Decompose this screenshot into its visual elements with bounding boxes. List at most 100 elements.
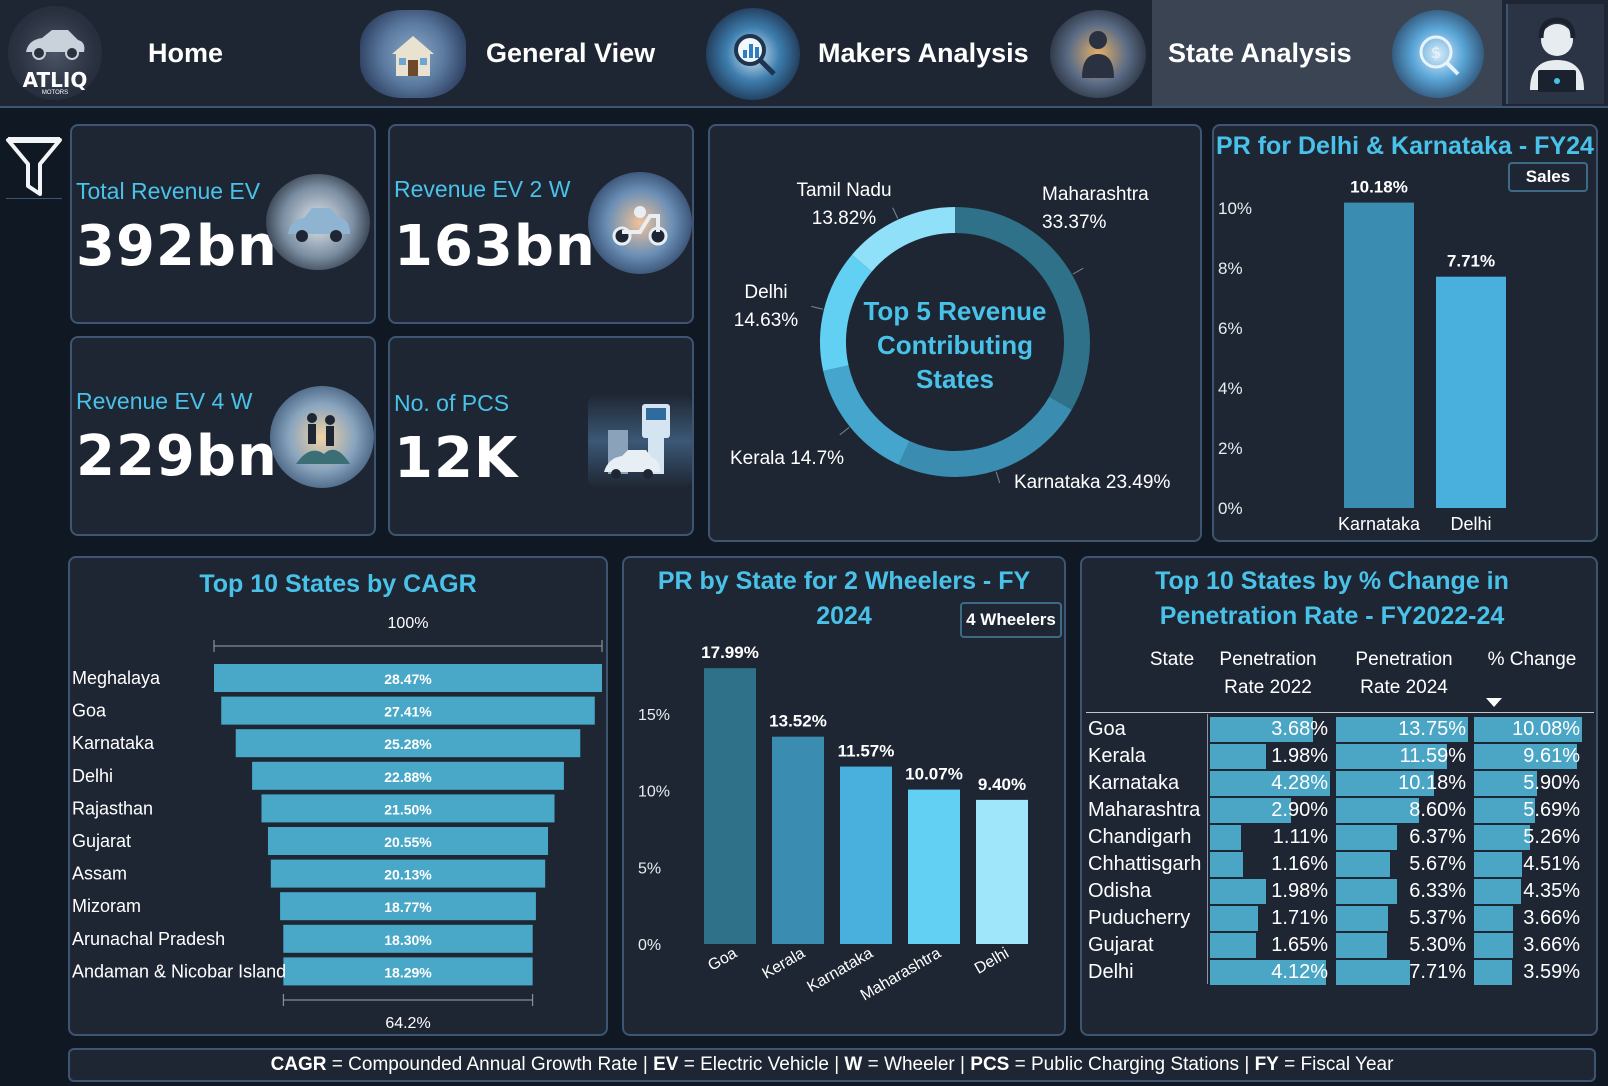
ev-charging-icon <box>266 174 370 270</box>
cagr-panel: Top 10 States by CAGR 100% 28.47% Meghalay… <box>68 556 608 1036</box>
table-cell-state: Karnataka <box>1088 772 1180 794</box>
4-wheelers-toggle-button[interactable]: 4 Wheelers <box>960 602 1062 638</box>
table-data-bar <box>1210 852 1243 877</box>
funnel-top-label: 100% <box>388 615 429 632</box>
table-cell-state: Puducherry <box>1088 907 1191 929</box>
footer-definition: = Compounded Annual Growth Rate | <box>326 1054 654 1075</box>
kpi-card-revenue-2w: Revenue EV 2 W 163bn <box>388 124 694 324</box>
column-header-pct-change[interactable]: % Change <box>1487 649 1577 670</box>
bar-kerala <box>772 736 824 944</box>
table-cell-state: Kerala <box>1088 745 1146 767</box>
donut-leader-line <box>892 207 899 219</box>
table-cell-value: 6.33% <box>1409 880 1466 902</box>
tab-general-view[interactable]: General View <box>486 0 696 106</box>
footer-legend: CAGR = Compounded Annual Growth Rate | E… <box>68 1048 1596 1082</box>
table-cell-value: 13.75% <box>1398 718 1466 740</box>
funnel-category-label: Meghalaya <box>72 668 161 688</box>
donut-data-label-name: Delhi <box>744 282 787 303</box>
makers-team-icon <box>1050 10 1146 98</box>
donut-slice-kerala <box>823 365 910 465</box>
house-image-icon <box>360 10 466 98</box>
funnel-category-label: Arunachal Pradesh <box>72 929 225 949</box>
x-tick-label: Delhi <box>1450 514 1491 534</box>
table-cell-state: Chhattisgarh <box>1088 853 1202 875</box>
table-data-bar <box>1210 744 1266 769</box>
bar-data-label: 17.99% <box>701 643 759 662</box>
y-tick-label: 15% <box>638 707 670 724</box>
filter-icon[interactable] <box>4 136 64 200</box>
table-cell-value: 4.35% <box>1523 880 1580 902</box>
funnel-data-label: 20.55% <box>384 834 432 850</box>
sort-descending-icon[interactable] <box>1486 698 1502 708</box>
logo-text: ATLIQ <box>22 68 88 92</box>
panel-title: PR by State for 2 Wheelers - FY 2024 <box>657 567 1031 630</box>
table-cell-state: Goa <box>1088 718 1126 740</box>
funnel-bar <box>214 664 602 692</box>
table-cell-state: Delhi <box>1088 961 1134 983</box>
table-data-bar <box>1474 960 1513 985</box>
column-header-state[interactable]: State <box>1149 649 1195 670</box>
atliq-logo[interactable]: ATLIQ MOTORS <box>8 6 102 100</box>
funnel-bar <box>280 892 536 921</box>
funnel-bottom-label: 64.2% <box>385 1015 430 1032</box>
landscape-icon <box>270 386 374 488</box>
panel-title: Top 10 States by % Change in Penetration… <box>1155 567 1509 630</box>
y-tick-label: 2% <box>1218 439 1243 458</box>
pr-2w-chart: 0%5%10%15%17.99%Goa13.52%Kerala11.57%Kar… <box>638 643 1028 1004</box>
table-data-bar <box>1474 852 1523 877</box>
table-cell-value: 9.61% <box>1523 745 1580 767</box>
globe-analysis-icon: $ <box>1392 10 1484 98</box>
table-cell-value: 11.59% <box>1399 745 1466 767</box>
tab-home[interactable]: Home <box>104 0 348 106</box>
table-data-bar <box>1474 798 1535 823</box>
table-data-bar <box>1474 771 1538 796</box>
tab-makers-analysis[interactable]: Makers Analysis <box>818 0 1048 106</box>
y-tick-label: 8% <box>1218 259 1243 278</box>
kpi-value: 163bn <box>394 214 596 279</box>
footer-term: PCS <box>970 1054 1010 1075</box>
footer-term: W <box>844 1054 863 1075</box>
funnel-bar <box>252 761 564 790</box>
donut-leader-line <box>811 305 824 310</box>
scooter-icon <box>588 172 692 274</box>
table-cell-value: 5.37% <box>1409 907 1466 929</box>
table-cell-state: Chandigarh <box>1088 826 1192 848</box>
table-cell-value: 4.51% <box>1523 853 1580 875</box>
user-support-icon[interactable] <box>1506 4 1604 104</box>
table-cell-value: 3.68% <box>1271 718 1328 740</box>
tab-home-label: Home <box>148 37 224 68</box>
funnel-bar <box>283 957 533 986</box>
bar-karnataka <box>840 766 892 944</box>
table-cell-value: 5.69% <box>1523 799 1580 821</box>
kpi-label: Total Revenue EV <box>76 178 261 204</box>
footer-definition: = Public Charging Stations | <box>1009 1054 1255 1075</box>
donut-slice-maharashtra <box>954 207 1090 410</box>
column-header-pr-2022[interactable]: Penetration Rate 2022 <box>1219 649 1317 698</box>
header-divider <box>1086 712 1594 713</box>
funnel-bar <box>235 729 581 758</box>
table-body: Goa 3.68% 13.75% 10.08% Kerala 1.98% 11.59% 9.6… <box>1082 558 1596 1034</box>
table-data-bar <box>1336 717 1468 742</box>
x-tick-label: Kerala <box>759 945 808 983</box>
table-cell-value: 7.71% <box>1409 961 1466 983</box>
donut-slice-delhi <box>820 254 873 372</box>
funnel-bar <box>283 924 533 953</box>
table-cell-value: 5.30% <box>1409 934 1466 956</box>
tab-makers-analysis-label: Makers Analysis <box>818 37 1029 68</box>
funnel-data-label: 21.50% <box>384 801 432 817</box>
tab-general-view-label: General View <box>486 37 656 68</box>
donut-slice-karnataka <box>898 396 1072 477</box>
funnel-bar <box>267 827 549 855</box>
filter-divider <box>6 198 62 199</box>
column-header-pr-2024[interactable]: Penetration Rate 2024 <box>1355 649 1453 698</box>
table-cell-state: Maharashtra <box>1088 799 1201 821</box>
footer-definition: = Electric Vehicle | <box>678 1054 845 1075</box>
funnel-data-label: 25.28% <box>384 736 432 752</box>
table-cell-value: 10.08% <box>1512 718 1580 740</box>
table-data-bar <box>1336 798 1419 823</box>
state-column-divider <box>1207 714 1208 984</box>
sales-toggle-button[interactable]: Sales <box>1508 162 1588 192</box>
y-tick-label: 6% <box>1218 319 1243 338</box>
y-tick-label: 4% <box>1218 379 1243 398</box>
funnel-data-label: 22.88% <box>384 769 432 785</box>
